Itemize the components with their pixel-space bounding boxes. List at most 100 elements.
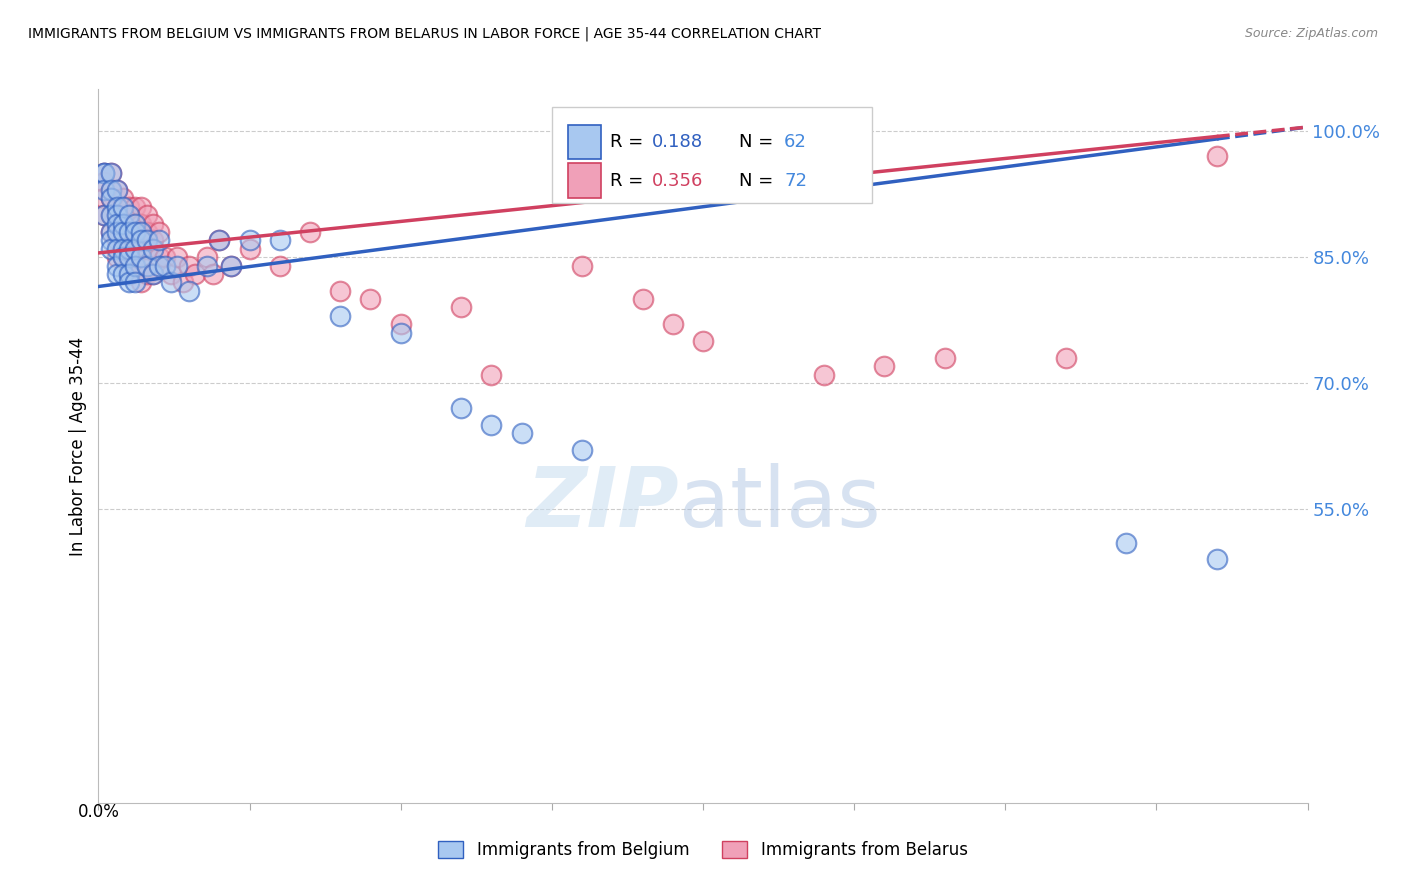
Point (166, 259, 188, 273)
Point (100, 233, 122, 247)
Point (153, 259, 176, 273)
Point (129, 225, 152, 239)
Point (111, 200, 134, 214)
Point (129, 242, 152, 256)
Point (179, 259, 201, 273)
Point (93, 166, 115, 180)
Point (142, 233, 165, 247)
Point (329, 284, 352, 298)
Point (269, 259, 291, 273)
Point (93, 208, 115, 222)
Point (118, 208, 141, 222)
Point (100, 242, 122, 256)
Point (100, 166, 122, 180)
Point (160, 275, 183, 289)
Point (100, 166, 122, 180)
Text: 0.188: 0.188 (652, 133, 703, 151)
Point (105, 208, 128, 222)
Point (135, 233, 157, 247)
Point (179, 284, 201, 298)
Point (135, 259, 157, 273)
Point (105, 225, 128, 239)
Point (142, 267, 165, 281)
Point (129, 217, 152, 231)
Point (111, 217, 134, 231)
Point (93, 191, 115, 205)
Point (118, 225, 141, 239)
Point (692, 334, 714, 348)
Point (450, 301, 472, 315)
Point (93, 183, 115, 197)
Point (1206, 149, 1229, 163)
Point (195, 250, 218, 264)
Point (100, 191, 122, 205)
Point (100, 191, 122, 205)
Point (269, 233, 291, 247)
Point (118, 250, 141, 264)
Point (124, 250, 146, 264)
Point (184, 267, 207, 281)
Point (135, 208, 157, 222)
Point (195, 259, 218, 273)
Point (118, 200, 141, 214)
Point (105, 200, 128, 214)
Point (124, 259, 146, 273)
Point (111, 250, 134, 264)
Point (135, 225, 157, 239)
Point (360, 292, 382, 306)
Point (100, 183, 122, 197)
Point (142, 217, 165, 231)
Point (111, 191, 134, 205)
Point (105, 183, 128, 197)
Point (105, 267, 128, 281)
Point (873, 359, 896, 374)
Point (129, 233, 152, 247)
Point (111, 217, 134, 231)
Point (148, 250, 170, 264)
Point (124, 225, 146, 239)
Point (239, 233, 262, 247)
Point (813, 368, 835, 382)
Point (111, 267, 134, 281)
Point (202, 267, 225, 281)
Point (93, 175, 115, 189)
Point (1115, 535, 1137, 549)
Point (118, 208, 141, 222)
Point (142, 267, 165, 281)
Point (100, 183, 122, 197)
Point (129, 250, 152, 264)
Bar (568, 163, 602, 198)
Text: 62: 62 (785, 133, 807, 151)
Point (631, 292, 654, 306)
Point (118, 267, 141, 281)
Point (129, 200, 152, 214)
Point (105, 233, 128, 247)
Point (166, 250, 188, 264)
Text: Source: ZipAtlas.com: Source: ZipAtlas.com (1244, 27, 1378, 40)
Point (221, 259, 243, 273)
Point (450, 401, 472, 416)
Point (111, 225, 134, 239)
Point (93, 166, 115, 180)
Point (389, 326, 412, 340)
Point (1206, 552, 1229, 566)
Point (389, 318, 412, 332)
Text: ZIP: ZIP (526, 463, 679, 543)
Text: 0.0%: 0.0% (77, 803, 120, 821)
Point (124, 275, 146, 289)
Point (1054, 351, 1077, 365)
Point (100, 225, 122, 239)
Point (148, 259, 170, 273)
Point (118, 275, 141, 289)
Text: 72: 72 (785, 171, 807, 189)
Point (153, 250, 176, 264)
Point (105, 200, 128, 214)
Point (160, 267, 183, 281)
Text: atlas: atlas (679, 463, 880, 543)
FancyBboxPatch shape (553, 107, 872, 203)
Point (105, 217, 128, 231)
Text: R =: R = (610, 133, 650, 151)
Legend: Immigrants from Belgium, Immigrants from Belarus: Immigrants from Belgium, Immigrants from… (432, 834, 974, 866)
Point (100, 208, 122, 222)
Point (142, 242, 165, 256)
